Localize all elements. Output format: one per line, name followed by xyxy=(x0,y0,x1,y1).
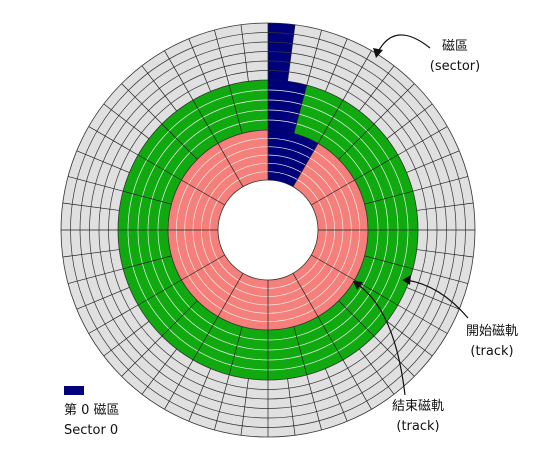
sector-line xyxy=(217,143,244,187)
sector-arrow xyxy=(377,34,431,53)
sector-line xyxy=(103,103,150,139)
sector-line xyxy=(412,176,469,192)
sector-line xyxy=(67,176,124,192)
sector-line xyxy=(192,316,219,361)
sector-line xyxy=(121,335,163,377)
start-track-arrow xyxy=(405,279,469,319)
legend-swatch xyxy=(64,386,84,395)
start-track-label: 開始磁軌 xyxy=(466,323,518,339)
sector-line xyxy=(137,279,182,306)
end-track-arrow xyxy=(356,283,406,396)
sector-line xyxy=(386,321,433,357)
sector-line xyxy=(88,304,139,334)
sector-line xyxy=(342,359,372,410)
sector-line xyxy=(373,83,415,125)
sector-line xyxy=(164,359,194,410)
start-track-label-en: (track) xyxy=(470,344,513,359)
sector-line xyxy=(214,29,230,86)
sector-label-en: (sector) xyxy=(430,59,480,74)
sector-line xyxy=(103,321,150,357)
sector-line xyxy=(188,368,211,422)
sector-line xyxy=(386,103,433,139)
sector-line xyxy=(287,378,296,436)
arrow-head xyxy=(402,275,411,285)
sector-line xyxy=(416,249,474,258)
sector-line xyxy=(338,123,375,160)
sector-line xyxy=(342,50,372,101)
sector-line xyxy=(137,154,182,181)
sector-line xyxy=(292,273,319,317)
sector-line xyxy=(214,374,230,431)
sector-line xyxy=(67,268,124,284)
sector-line xyxy=(364,255,413,270)
legend-label-en: Sector 0 xyxy=(64,423,118,438)
sector-line xyxy=(397,126,448,156)
sector-line xyxy=(62,202,120,211)
end-track-label-en: (track) xyxy=(396,419,439,434)
sector-line xyxy=(317,99,344,144)
sector-line xyxy=(293,85,308,134)
sector-line xyxy=(181,254,225,281)
arrow-head xyxy=(373,48,383,58)
sector-line xyxy=(62,249,120,258)
sector-line xyxy=(292,143,319,187)
legend-label: 第 0 磁區 xyxy=(64,403,120,418)
arrow-heads xyxy=(353,48,411,290)
sector-line xyxy=(416,202,474,211)
sector-line xyxy=(141,65,177,112)
sector-line xyxy=(354,279,399,306)
sector-line xyxy=(76,150,130,173)
sector-label: 磁區 xyxy=(442,39,468,54)
disk xyxy=(60,22,476,438)
sector-line xyxy=(293,326,308,375)
sector-line xyxy=(161,123,198,160)
sector-line xyxy=(364,190,413,205)
end-track-label: 結束磁軌 xyxy=(392,398,444,414)
sector-zero xyxy=(268,130,318,187)
sector-line xyxy=(406,150,460,173)
sector-line xyxy=(412,268,469,284)
sector-line xyxy=(228,85,243,134)
sector-line xyxy=(317,316,344,361)
sector-line xyxy=(306,29,322,86)
sector-line xyxy=(181,179,225,206)
sector-line xyxy=(121,83,163,125)
sector-line xyxy=(325,368,348,422)
sector-line xyxy=(287,24,296,82)
sector-line xyxy=(359,65,395,112)
sector-line xyxy=(338,300,375,337)
sector-line xyxy=(161,300,198,337)
sector-line xyxy=(311,254,355,281)
sector-line xyxy=(359,348,395,395)
sector-line xyxy=(311,179,355,206)
sector-line xyxy=(164,50,194,101)
sector-line xyxy=(192,99,219,144)
hole xyxy=(217,179,319,281)
sector-line xyxy=(325,38,348,92)
sector-line xyxy=(141,348,177,395)
sector-line xyxy=(240,378,249,436)
sector-line xyxy=(240,24,249,82)
sector-line xyxy=(76,287,130,310)
sector-line xyxy=(123,190,172,205)
sector-line xyxy=(123,255,172,270)
arrow-head xyxy=(353,281,363,290)
sector-line xyxy=(217,273,244,317)
sector-line xyxy=(397,304,448,334)
sector-line xyxy=(354,154,399,181)
sector-line xyxy=(228,326,243,375)
sector-line xyxy=(306,374,322,431)
sector-line xyxy=(406,287,460,310)
arrows xyxy=(356,34,469,396)
sector-line xyxy=(88,126,139,156)
sector-line xyxy=(373,335,415,377)
sector-line xyxy=(188,38,211,92)
